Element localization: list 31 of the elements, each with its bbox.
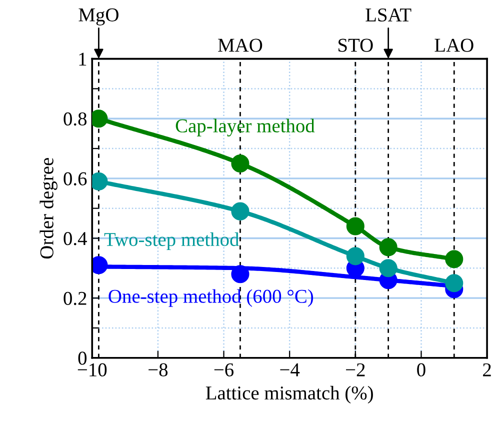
- x-tick-label: −8: [148, 363, 168, 376]
- y-tick-label: 0.2: [64, 292, 86, 306]
- point: [231, 202, 250, 220]
- y-tick-label: 0: [78, 352, 87, 365]
- y-tick-label: 1: [79, 52, 86, 66]
- point: [346, 217, 364, 236]
- x-tick-label: −2: [346, 363, 365, 376]
- x-tick-label: −6: [214, 363, 234, 376]
- ref-line-label: MAO: [218, 38, 262, 52]
- x-tick-label: 2: [483, 363, 491, 376]
- series-label: Two-step method: [104, 232, 240, 250]
- x-axis-title: Lattice mismatch (%): [206, 386, 373, 404]
- y-tick-label: 0.6: [64, 172, 87, 186]
- point: [231, 154, 250, 172]
- point: [346, 247, 364, 266]
- annotation: MgO: [78, 8, 118, 26]
- x-tick-label: −4: [280, 363, 300, 376]
- point: [379, 238, 398, 256]
- y-tick-label: 0.4: [64, 232, 87, 246]
- ref-line-label: STO: [338, 38, 373, 52]
- x-tick-label: 0: [417, 363, 426, 376]
- x-tick-label: −10: [78, 363, 107, 376]
- annotation: LSAT: [366, 8, 412, 22]
- point: [445, 250, 464, 268]
- ref-line-label: LAO: [434, 38, 474, 52]
- series-label: Cap-layer method: [176, 118, 315, 136]
- point: [379, 259, 398, 278]
- y-axis-title: Order degree: [40, 158, 58, 259]
- point: [445, 274, 464, 292]
- series-label: One-step method (600 °C): [108, 289, 314, 307]
- y-tick-label: 0.8: [64, 112, 87, 126]
